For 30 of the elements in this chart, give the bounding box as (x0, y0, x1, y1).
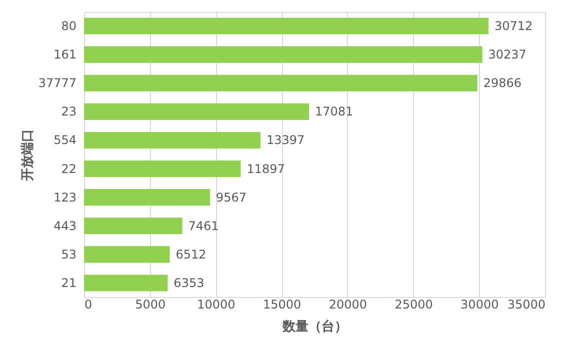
y-tick-label: 161 (54, 48, 76, 62)
y-axis-title: 开放端口 (20, 129, 36, 182)
y-tick-label: 123 (54, 190, 76, 204)
x-tick-label: 20000 (328, 298, 368, 312)
x-tick-label: 30000 (460, 298, 499, 312)
data-label: 11897 (246, 162, 285, 176)
data-label: 6353 (174, 276, 204, 290)
x-tick-label: 35000 (507, 298, 546, 312)
data-label: 30712 (494, 18, 533, 33)
y-tick-label: 53 (61, 247, 76, 262)
x-tick-label: 10000 (197, 298, 236, 312)
x-tick-label: 5000 (135, 298, 166, 312)
x-axis-title: 数量（台） (282, 318, 348, 334)
data-label: 6512 (176, 247, 206, 262)
y-tick-label: 80 (61, 18, 76, 33)
data-label: 17081 (314, 104, 354, 119)
x-tick-label: 15000 (262, 298, 302, 312)
y-tick-label: 23 (61, 104, 76, 119)
data-label: 7461 (188, 218, 219, 233)
y-tick-label: 443 (54, 218, 76, 233)
y-tick-label: 22 (61, 162, 76, 176)
data-label: 9567 (216, 190, 247, 204)
data-label: 13397 (266, 133, 305, 148)
x-tick-label: 25000 (394, 298, 433, 312)
x-tick-label: 0 (84, 298, 92, 312)
y-tick-label: 37777 (38, 76, 76, 90)
y-tick-label: 21 (61, 276, 76, 290)
y-tick-label: 554 (54, 133, 76, 148)
data-label: 29866 (483, 76, 522, 90)
data-label: 30237 (488, 48, 526, 62)
